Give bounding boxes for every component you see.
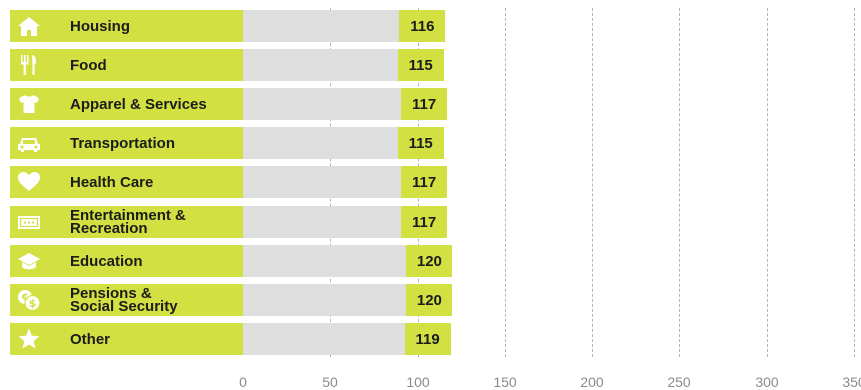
x-tick-label: 300 bbox=[755, 374, 779, 390]
utensils-icon bbox=[17, 53, 41, 77]
category-label-block: Apparel & Services bbox=[10, 88, 243, 120]
bar bbox=[243, 88, 402, 120]
x-tick-label: 150 bbox=[493, 374, 517, 390]
gridline bbox=[767, 8, 768, 357]
category-label-block: Housing bbox=[10, 10, 243, 42]
category-label: Apparel & Services bbox=[70, 95, 207, 113]
bar bbox=[243, 323, 405, 355]
value-label: 120 bbox=[406, 284, 453, 316]
bar bbox=[243, 245, 407, 277]
category-label: Other bbox=[70, 330, 111, 348]
star-icon bbox=[17, 327, 41, 351]
bar-row: Education 120 bbox=[10, 245, 454, 277]
category-label-block: € $ Pensions & Social Security bbox=[10, 284, 243, 316]
x-tick-label: 100 bbox=[406, 374, 430, 390]
x-tick-label: 250 bbox=[667, 374, 691, 390]
heart-icon bbox=[17, 170, 41, 194]
bar-row: € $ Pensions & Social Security 120 bbox=[10, 284, 454, 316]
car-icon bbox=[17, 131, 41, 155]
house-icon bbox=[17, 14, 41, 38]
gridline bbox=[505, 8, 506, 357]
category-label-block: Education bbox=[10, 245, 243, 277]
category-label: Pensions & Social Security bbox=[70, 285, 178, 315]
gridline bbox=[592, 8, 593, 357]
value-label: 117 bbox=[401, 206, 448, 238]
category-label: Food bbox=[70, 56, 107, 74]
bar bbox=[243, 166, 402, 198]
category-label-block: Health Care bbox=[10, 166, 243, 198]
bar bbox=[243, 10, 400, 42]
category-label: Entertainment & Recreation bbox=[70, 207, 186, 237]
x-tick-label: 0 bbox=[239, 374, 247, 390]
value-label: 117 bbox=[401, 88, 448, 120]
category-label: Education bbox=[70, 252, 143, 270]
bar bbox=[243, 127, 398, 159]
x-tick-label: 50 bbox=[322, 374, 338, 390]
x-tick-label: 200 bbox=[580, 374, 604, 390]
x-tick-label: 350 bbox=[842, 374, 861, 390]
value-label: 116 bbox=[399, 10, 446, 42]
category-label-block: Other bbox=[10, 323, 243, 355]
value-label: 115 bbox=[397, 49, 444, 81]
category-label: Transportation bbox=[70, 134, 176, 152]
value-label: 115 bbox=[397, 127, 444, 159]
svg-text:€: € bbox=[21, 293, 28, 303]
svg-text:$: $ bbox=[29, 297, 37, 310]
bar-row: Food 115 bbox=[10, 49, 446, 81]
gridline bbox=[679, 8, 680, 357]
bar bbox=[243, 284, 407, 316]
ticket-icon bbox=[17, 210, 41, 234]
category-label: Health Care bbox=[70, 173, 154, 191]
bar bbox=[243, 206, 402, 238]
value-label: 120 bbox=[406, 245, 453, 277]
bar-row: Housing 116 bbox=[10, 10, 447, 42]
value-label: 117 bbox=[401, 166, 448, 198]
bar-row: Health Care 117 bbox=[10, 166, 449, 198]
bar-row: Other 119 bbox=[10, 323, 453, 355]
money-coins-icon: € $ bbox=[17, 288, 41, 312]
bar bbox=[243, 49, 398, 81]
shirt-icon bbox=[17, 92, 41, 116]
category-label: Housing bbox=[70, 17, 130, 35]
category-label-block: Entertainment & Recreation bbox=[10, 206, 243, 238]
value-label: 119 bbox=[404, 323, 451, 355]
graduation-cap-icon bbox=[17, 249, 41, 273]
category-label-block: Food bbox=[10, 49, 243, 81]
bar-row: Transportation 115 bbox=[10, 127, 446, 159]
bar-row: Apparel & Services 117 bbox=[10, 88, 449, 120]
category-label-block: Transportation bbox=[10, 127, 243, 159]
gridline bbox=[854, 8, 855, 357]
bar-row: Entertainment & Recreation 117 bbox=[10, 206, 449, 238]
